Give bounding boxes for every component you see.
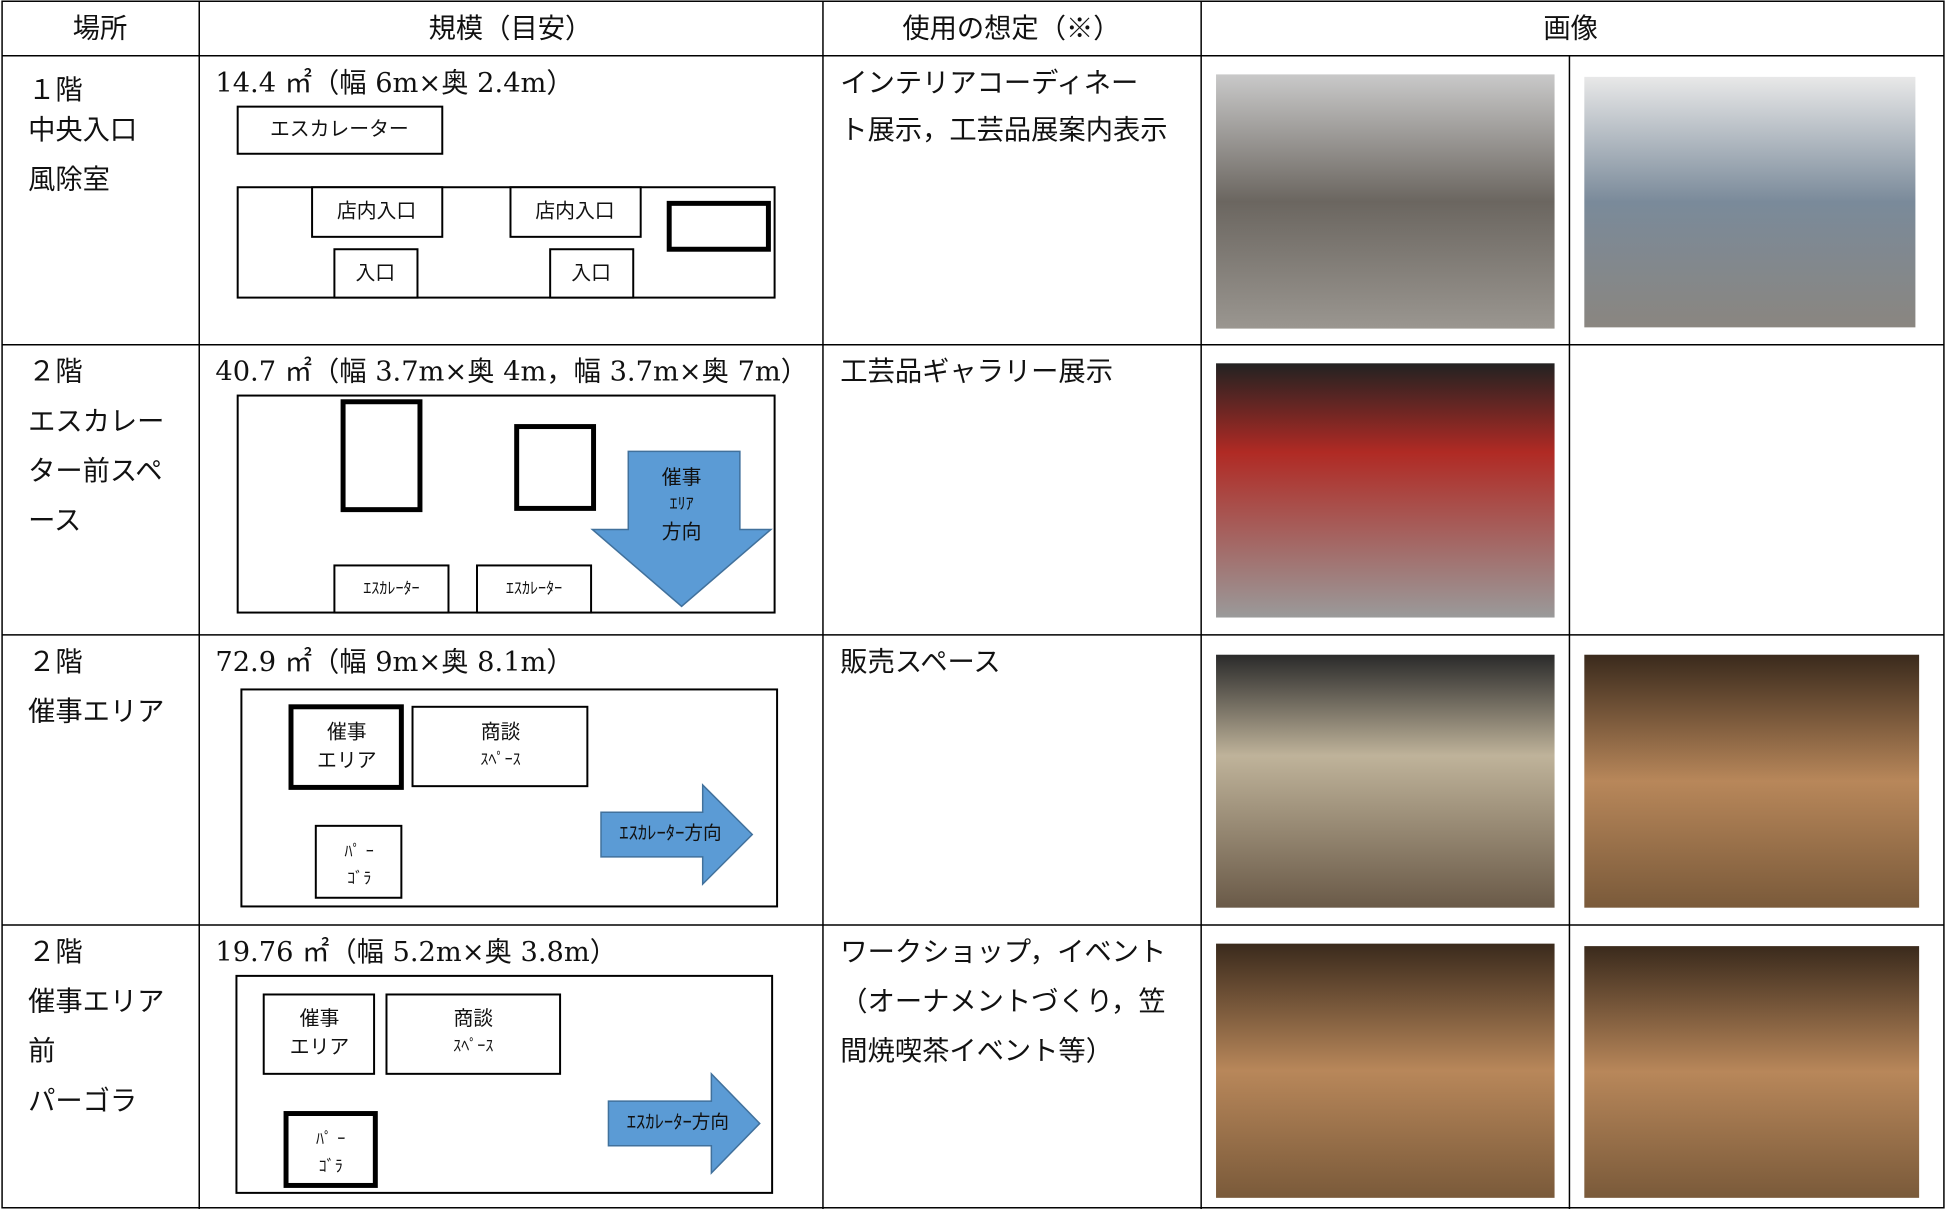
diagram-label: 店内入口 <box>535 200 614 223</box>
place: ２階 <box>28 357 83 388</box>
diagram-label: ｽﾍﾟｰｽ <box>480 750 520 769</box>
usage: ワークショップ，イベント <box>840 937 1166 968</box>
diagram-box <box>549 248 635 299</box>
header-cell: 画像 <box>1543 13 1598 44</box>
place: ター前スペ <box>28 456 162 487</box>
diagram-label: 方向 <box>662 521 702 544</box>
place: ース <box>28 505 81 536</box>
diagram-box <box>385 993 562 1075</box>
direction-arrow <box>600 783 754 886</box>
diagram-label: 店内入口 <box>337 200 416 223</box>
header-cell: 使用の想定（※） <box>902 13 1120 44</box>
diagram-box <box>236 105 444 155</box>
place: ２階 <box>28 647 83 678</box>
direction-arrow <box>590 450 773 608</box>
display-spot <box>283 1111 378 1188</box>
photo <box>1216 654 1555 908</box>
display-spot <box>288 704 404 790</box>
header: 場所 規模（目安） 使用の想定（※） 画像 <box>73 13 1598 44</box>
photo <box>1216 363 1555 618</box>
photo <box>1584 654 1920 908</box>
diagram-box <box>509 186 642 238</box>
usage: ト展示，工芸品展案内表示 <box>840 115 1167 146</box>
row: ２階 エスカレー ター前スペ ース 40.7 ㎡（幅 3.7m×奥 4m，幅 3… <box>28 357 1555 618</box>
usage: 間焼喫茶イベント等） <box>840 1036 1113 1067</box>
diagram-box <box>333 564 450 614</box>
usage: 工芸品ギャラリー展示 <box>840 357 1113 388</box>
diagram-box <box>333 248 419 299</box>
diagram-label: 催事 <box>662 466 702 489</box>
diagram-label: ｺﾞﾗ <box>347 869 371 888</box>
place: 中央入口 <box>28 115 137 146</box>
place: 催事エリア <box>28 987 164 1018</box>
diagram-box <box>411 705 589 788</box>
place: １階 <box>28 75 83 106</box>
diagram-label: 入口 <box>571 262 611 285</box>
diagram-label: ｴｽｶﾚｰﾀｰ <box>363 579 419 598</box>
diagram-label: ｴｽｶﾚｰﾀｰ方向 <box>627 1112 729 1133</box>
diagram-label: ｺﾞﾗ <box>319 1156 343 1175</box>
scale: 14.4 ㎡（幅 6m×奥 2.4m） <box>215 68 573 99</box>
diagram-label: ﾊﾟ ｰ <box>345 841 374 860</box>
place: エスカレー <box>28 406 164 437</box>
scale: 19.76 ㎡（幅 5.2m×奥 3.8m） <box>215 937 617 968</box>
diagram-label: エスカレーター <box>270 118 409 141</box>
scale: 40.7 ㎡（幅 3.7m×奥 4m，幅 3.7m×奥 7m） <box>215 357 808 388</box>
diagram-label: 催事 <box>327 720 367 743</box>
header-cell: 規模（目安） <box>429 13 593 44</box>
place: ２階 <box>28 937 83 968</box>
row: ２階 催事エリア 72.9 ㎡（幅 9m×奥 8.1m） 催事 エリア 商談 ｽ… <box>28 647 1920 908</box>
header-cell: 場所 <box>73 13 128 44</box>
display-spot <box>514 424 597 511</box>
diagram-label: ｽﾍﾟｰｽ <box>453 1036 493 1055</box>
photo <box>1584 946 1920 1198</box>
photo <box>1584 76 1916 328</box>
diagram-box <box>262 993 376 1075</box>
place: 風除室 <box>28 164 110 195</box>
diagram-label: ｴｽｶﾚｰﾀｰ <box>506 579 562 598</box>
usage: インテリアコーディネー <box>840 68 1138 99</box>
diagram-label: 入口 <box>355 262 395 285</box>
photo <box>1216 74 1555 329</box>
diagram-label: ｴﾘｱ <box>670 494 694 513</box>
display-spot <box>666 200 771 252</box>
diagram-label: 商談 <box>481 720 521 743</box>
diagram-label: ｴｽｶﾚｰﾀｰ方向 <box>619 824 721 845</box>
diagram-label: 商談 <box>453 1007 493 1030</box>
row: １階 中央入口 風除室 14.4 ㎡（幅 6m×奥 2.4m） エスカレーター … <box>28 68 1916 329</box>
place: パーゴラ <box>28 1086 137 1117</box>
diagram-box <box>476 564 593 614</box>
diagram-label: ﾊﾟ ｰ <box>316 1129 345 1148</box>
diagram-label: 催事 <box>300 1007 340 1030</box>
scale: 72.9 ㎡（幅 9m×奥 8.1m） <box>215 647 573 678</box>
usage: 販売スペース <box>840 647 1000 678</box>
row: ２階 催事エリア 前 パーゴラ 19.76 ㎡（幅 5.2m×奥 3.8m） 催… <box>28 937 1920 1198</box>
diagram-box <box>311 186 444 238</box>
place: 催事エリア <box>28 696 164 727</box>
display-spot <box>340 399 423 513</box>
direction-arrow <box>607 1072 761 1175</box>
diagram-label: エリア <box>290 1035 349 1058</box>
photo <box>1216 943 1555 1198</box>
diagram-label: エリア <box>317 749 376 772</box>
usage: （オーナメントづくり，笠 <box>840 987 1165 1018</box>
place: 前 <box>28 1036 55 1067</box>
diagram-box <box>314 824 403 899</box>
